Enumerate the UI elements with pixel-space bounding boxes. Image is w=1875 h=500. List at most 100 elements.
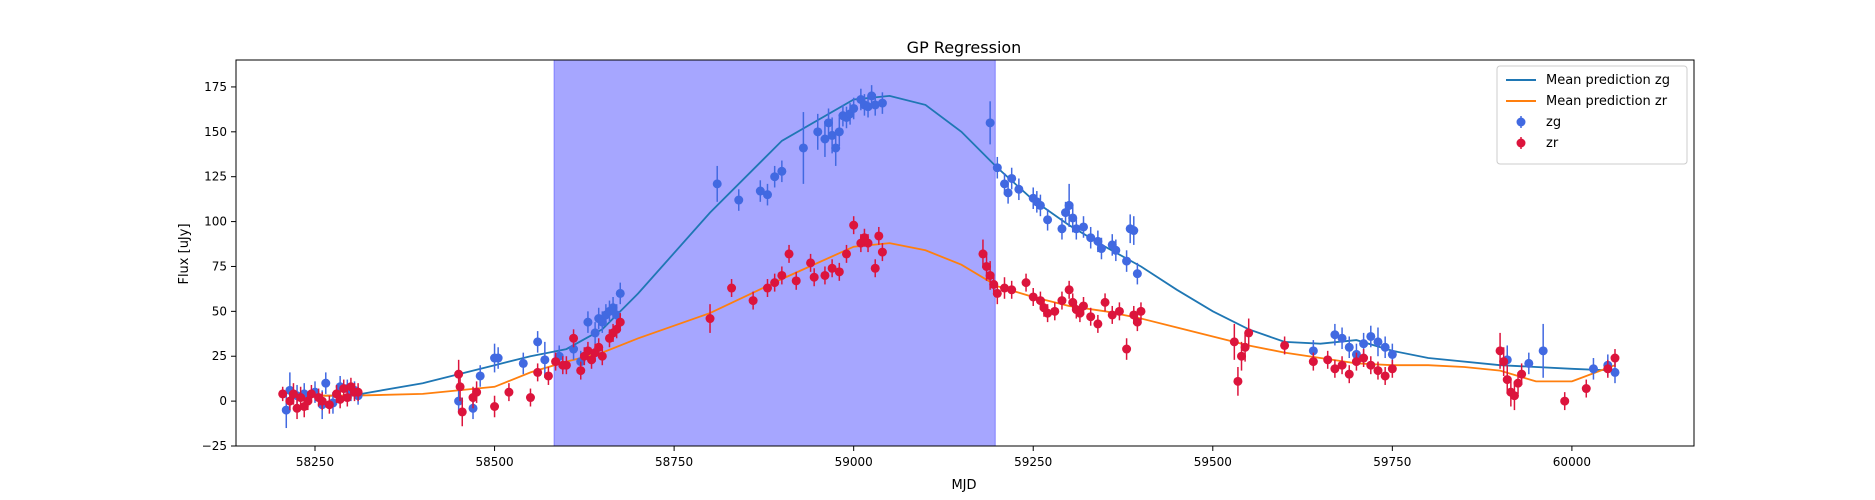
- zg-point: [824, 118, 834, 128]
- x-tick-label: 59000: [835, 455, 873, 469]
- zr-point: [455, 382, 465, 392]
- zr-point: [841, 249, 851, 259]
- zg-point: [1068, 213, 1078, 223]
- legend-entry: zr: [1546, 136, 1559, 151]
- zr-point: [457, 407, 467, 417]
- y-tick-label: 175: [204, 80, 227, 94]
- x-tick-label: 60000: [1553, 455, 1591, 469]
- zg-point: [1122, 256, 1132, 266]
- y-tick-label: 150: [204, 125, 227, 139]
- zg-point: [612, 310, 622, 320]
- zr-point: [770, 278, 780, 288]
- legend-entry: Mean prediction zr: [1546, 94, 1668, 109]
- zg-point: [777, 166, 787, 176]
- zg-point: [1588, 364, 1598, 374]
- zg-point: [1132, 269, 1142, 279]
- zr-point: [1330, 364, 1340, 374]
- zr-point: [490, 402, 500, 412]
- zg-point: [1007, 173, 1017, 183]
- y-tick-label: −25: [202, 439, 227, 453]
- legend-entry: zg: [1546, 115, 1561, 130]
- chart-title: GP Regression: [907, 38, 1022, 57]
- zr-point: [1323, 355, 1333, 365]
- y-tick-label: 25: [212, 349, 227, 363]
- legend-box: [1496, 65, 1688, 165]
- zr-point: [1237, 351, 1247, 361]
- zg-point: [1337, 333, 1347, 343]
- zg-point: [281, 405, 291, 415]
- zg-point: [493, 353, 503, 363]
- y-axis-label: Flux [uJy]: [177, 223, 192, 284]
- zg-point: [540, 355, 550, 365]
- zr-point: [1079, 301, 1089, 311]
- legend-marker-3: [1516, 138, 1526, 148]
- zg-point: [813, 127, 823, 137]
- zr-point: [317, 396, 327, 406]
- zg-point: [1373, 337, 1383, 347]
- zr-point: [827, 263, 837, 273]
- zg-point: [863, 102, 873, 112]
- zr-point: [306, 389, 316, 399]
- zr-point: [1495, 346, 1505, 356]
- zr-point: [748, 296, 758, 306]
- zr-point: [551, 357, 561, 367]
- zg-point: [755, 186, 765, 196]
- x-tick-label: 58500: [475, 455, 513, 469]
- zr-point: [1229, 337, 1239, 347]
- zg-point: [1086, 233, 1096, 243]
- zg-point: [877, 98, 887, 108]
- zr-point: [597, 351, 607, 361]
- y-tick-label: 50: [212, 304, 227, 318]
- zr-point: [1028, 292, 1038, 302]
- zr-point: [1107, 310, 1117, 320]
- zr-point: [1337, 360, 1347, 370]
- zr-point: [1610, 353, 1620, 363]
- zg-point: [831, 143, 841, 153]
- zr-point: [989, 279, 999, 289]
- zr-point: [353, 387, 363, 397]
- zr-point: [1064, 285, 1074, 295]
- zr-point: [705, 314, 715, 324]
- zr-point: [1603, 364, 1613, 374]
- zr-point: [777, 270, 787, 280]
- zr-point: [791, 276, 801, 286]
- zg-point: [1380, 342, 1390, 352]
- zg-point: [1344, 342, 1354, 352]
- zr-point: [324, 400, 334, 410]
- zr-point: [849, 220, 859, 230]
- zr-point: [1132, 317, 1142, 327]
- zr-point: [561, 360, 571, 370]
- zg-point: [608, 303, 618, 313]
- x-tick-label: 59250: [1014, 455, 1052, 469]
- zg-point: [1079, 222, 1089, 232]
- legend-entry: Mean prediction zg: [1546, 73, 1670, 88]
- zr-point: [1513, 378, 1523, 388]
- zg-point: [770, 172, 780, 182]
- series-line-zr: [289, 242, 1616, 397]
- zg-point: [1061, 208, 1071, 218]
- zr-point: [594, 342, 604, 352]
- zr-point: [1244, 328, 1254, 338]
- zr-point: [1075, 308, 1085, 318]
- zg-point: [827, 130, 837, 140]
- zr-point: [472, 387, 482, 397]
- zg-point: [615, 288, 625, 298]
- zr-point: [1000, 283, 1010, 293]
- zr-point: [525, 393, 535, 403]
- y-tick-label: 125: [204, 170, 227, 184]
- zg-point: [590, 328, 600, 338]
- zr-point: [615, 317, 625, 327]
- zg-point: [992, 163, 1002, 173]
- zr-point: [1387, 364, 1397, 374]
- zg-point: [1129, 226, 1139, 236]
- zr-point: [806, 258, 816, 268]
- zg-point: [569, 344, 579, 354]
- zg-point: [762, 190, 772, 200]
- zr-point: [877, 247, 887, 257]
- zg-point: [1610, 367, 1620, 377]
- zr-point: [504, 387, 514, 397]
- plot-area: 58250 58500 58750 59000 59250 59500 59750 60000…: [202, 59, 1695, 469]
- x-axis-label: MJD: [951, 478, 976, 493]
- zr-point: [727, 283, 737, 293]
